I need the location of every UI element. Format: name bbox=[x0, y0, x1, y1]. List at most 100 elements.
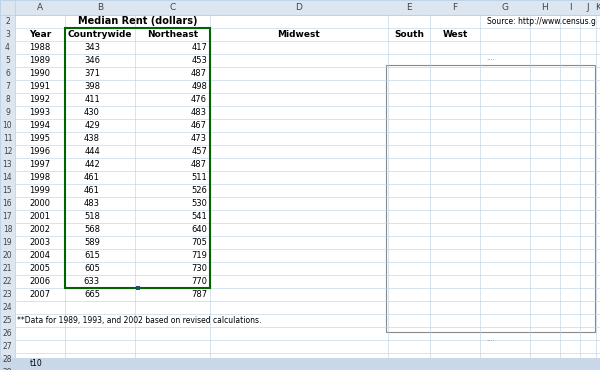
Text: 705: 705 bbox=[191, 238, 207, 247]
Text: 1989: 1989 bbox=[29, 56, 50, 65]
Text: 511: 511 bbox=[191, 173, 207, 182]
Text: 498: 498 bbox=[191, 82, 207, 91]
Text: 1994: 1994 bbox=[29, 121, 50, 130]
Text: K: K bbox=[595, 3, 600, 12]
Text: 430: 430 bbox=[84, 108, 100, 117]
Text: 640: 640 bbox=[191, 225, 207, 234]
Text: 457: 457 bbox=[191, 147, 207, 156]
Text: 27: 27 bbox=[2, 342, 13, 351]
Text: 2003: 2003 bbox=[29, 238, 50, 247]
Text: 411: 411 bbox=[84, 95, 100, 104]
Text: 719: 719 bbox=[191, 251, 207, 260]
Text: I: I bbox=[569, 3, 571, 12]
Text: 438: 438 bbox=[84, 134, 100, 143]
Text: 8: 8 bbox=[5, 95, 10, 104]
Text: 467: 467 bbox=[191, 121, 207, 130]
Text: 15: 15 bbox=[2, 186, 13, 195]
Text: 19: 19 bbox=[2, 238, 13, 247]
Text: J: J bbox=[587, 3, 589, 12]
Text: 7: 7 bbox=[5, 82, 10, 91]
Text: 518: 518 bbox=[84, 212, 100, 221]
Text: 589: 589 bbox=[84, 238, 100, 247]
Text: t10: t10 bbox=[30, 360, 43, 369]
Text: **Data for 1989, 1993, and 2002 based on revised calculations.: **Data for 1989, 1993, and 2002 based on… bbox=[17, 316, 262, 325]
Text: 6: 6 bbox=[5, 69, 10, 78]
Text: 453: 453 bbox=[191, 56, 207, 65]
Text: 568: 568 bbox=[84, 225, 100, 234]
Bar bbox=[0, 358, 600, 370]
Text: 487: 487 bbox=[191, 69, 207, 78]
Text: 1992: 1992 bbox=[29, 95, 50, 104]
Text: 1998: 1998 bbox=[29, 173, 50, 182]
Text: F: F bbox=[452, 3, 458, 12]
Text: South: South bbox=[394, 30, 424, 39]
Text: 444: 444 bbox=[84, 147, 100, 156]
Text: 487: 487 bbox=[191, 160, 207, 169]
Text: 11: 11 bbox=[3, 134, 12, 143]
Text: 730: 730 bbox=[191, 264, 207, 273]
Text: Year: Year bbox=[29, 30, 51, 39]
Text: B: B bbox=[97, 3, 103, 12]
Text: 1991: 1991 bbox=[29, 82, 50, 91]
Text: 1996: 1996 bbox=[29, 147, 50, 156]
Text: 633: 633 bbox=[84, 277, 100, 286]
Text: 2001: 2001 bbox=[29, 212, 50, 221]
Text: Midwest: Midwest bbox=[278, 30, 320, 39]
Bar bbox=[136, 286, 139, 290]
Text: 371: 371 bbox=[84, 69, 100, 78]
Text: 2004: 2004 bbox=[29, 251, 50, 260]
Text: 665: 665 bbox=[84, 290, 100, 299]
Text: ....: .... bbox=[486, 55, 495, 61]
Text: 530: 530 bbox=[191, 199, 207, 208]
Text: A: A bbox=[37, 3, 43, 12]
Text: 24: 24 bbox=[2, 303, 13, 312]
Text: 4: 4 bbox=[5, 43, 10, 52]
Text: 18: 18 bbox=[3, 225, 12, 234]
Text: 429: 429 bbox=[84, 121, 100, 130]
Text: 25: 25 bbox=[2, 316, 13, 325]
Text: 442: 442 bbox=[84, 160, 100, 169]
Text: 1990: 1990 bbox=[29, 69, 50, 78]
Text: Countrywide: Countrywide bbox=[68, 30, 132, 39]
Text: 2000: 2000 bbox=[29, 199, 50, 208]
Text: 16: 16 bbox=[2, 199, 13, 208]
Text: 398: 398 bbox=[84, 82, 100, 91]
Text: C: C bbox=[169, 3, 176, 12]
Text: Source: http://www.census.g: Source: http://www.census.g bbox=[487, 17, 596, 26]
Text: 2002: 2002 bbox=[29, 225, 50, 234]
Text: 10: 10 bbox=[2, 121, 13, 130]
Text: Median Rent (dollars): Median Rent (dollars) bbox=[78, 17, 197, 27]
Text: G: G bbox=[502, 3, 509, 12]
Text: 343: 343 bbox=[84, 43, 100, 52]
Text: 346: 346 bbox=[84, 56, 100, 65]
Text: 2005: 2005 bbox=[29, 264, 50, 273]
Text: 26: 26 bbox=[2, 329, 13, 338]
Text: 21: 21 bbox=[3, 264, 12, 273]
Text: 22: 22 bbox=[3, 277, 12, 286]
Text: 473: 473 bbox=[191, 134, 207, 143]
Text: 14: 14 bbox=[2, 173, 13, 182]
Text: 23: 23 bbox=[2, 290, 13, 299]
Text: 28: 28 bbox=[3, 355, 12, 364]
Text: 13: 13 bbox=[2, 160, 13, 169]
Text: 1993: 1993 bbox=[29, 108, 50, 117]
Text: 12: 12 bbox=[3, 147, 12, 156]
Text: 1995: 1995 bbox=[29, 134, 50, 143]
Text: 770: 770 bbox=[191, 277, 207, 286]
Text: 2006: 2006 bbox=[29, 277, 50, 286]
Text: 3: 3 bbox=[5, 30, 10, 39]
Text: 1988: 1988 bbox=[29, 43, 50, 52]
Bar bbox=[386, 65, 595, 332]
Text: E: E bbox=[406, 3, 412, 12]
Text: 605: 605 bbox=[84, 264, 100, 273]
Text: 1997: 1997 bbox=[29, 160, 50, 169]
Bar bbox=[65, 28, 210, 288]
Text: 483: 483 bbox=[84, 199, 100, 208]
Legend: Northeast, Countrywide: Northeast, Countrywide bbox=[592, 159, 600, 196]
Bar bbox=[0, 0, 15, 370]
Text: 526: 526 bbox=[191, 186, 207, 195]
Text: 476: 476 bbox=[191, 95, 207, 104]
Text: 461: 461 bbox=[84, 186, 100, 195]
Text: 1999: 1999 bbox=[29, 186, 50, 195]
Text: West: West bbox=[442, 30, 467, 39]
